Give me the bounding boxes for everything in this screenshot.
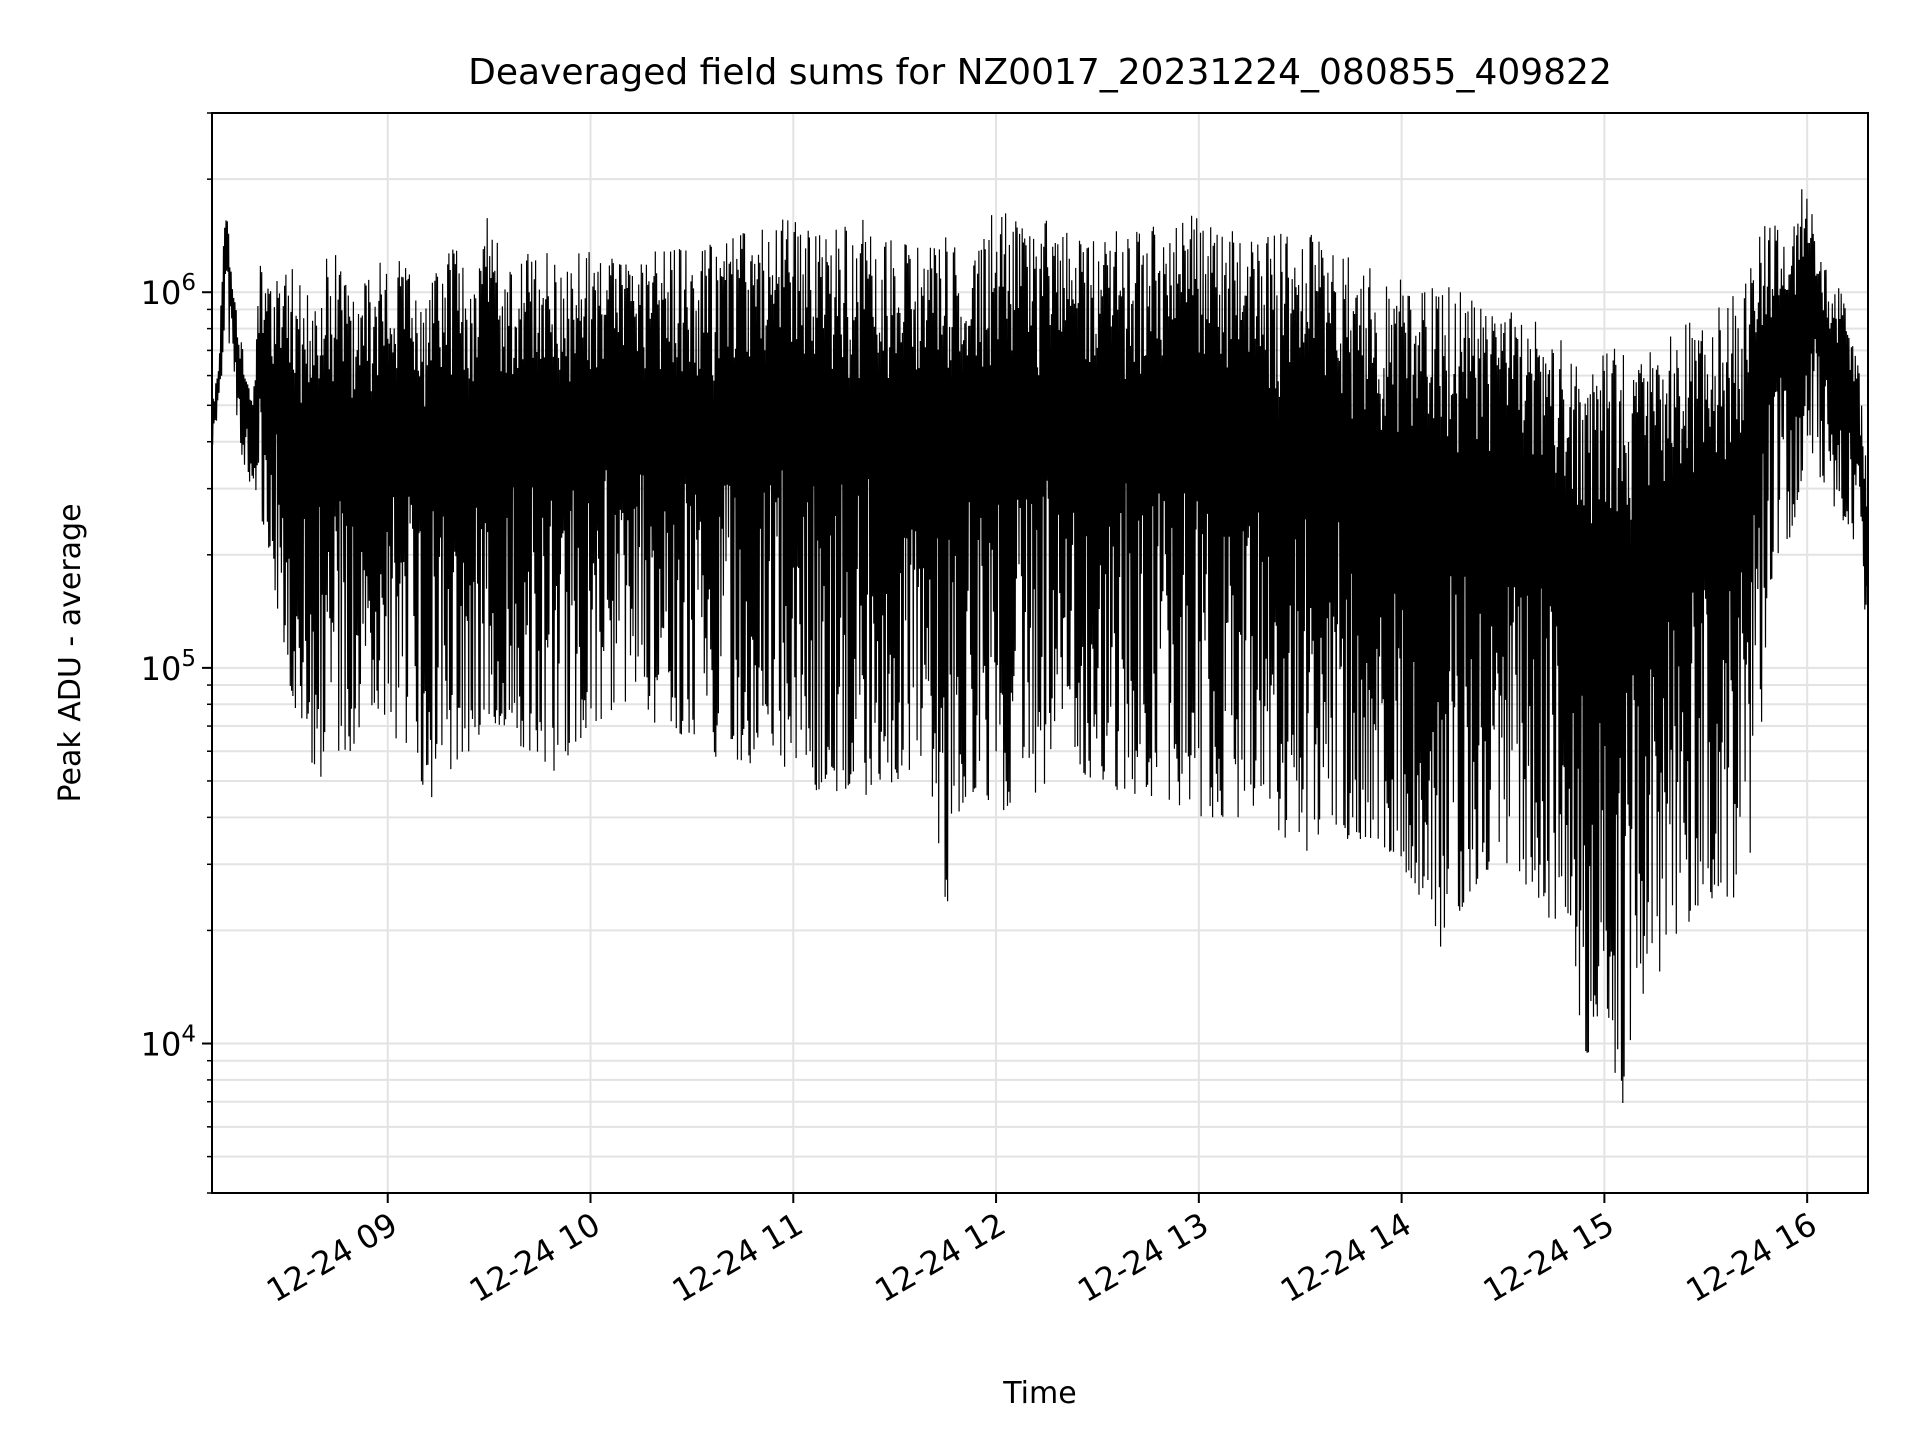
data-series — [211, 189, 1869, 1104]
y-axis-label: Peak ADU - average — [53, 503, 88, 802]
y-tick-label: 104 — [141, 1022, 196, 1064]
x-tick-label: 12-24 12 — [868, 1205, 1012, 1310]
x-tick-label: 12-24 14 — [1274, 1205, 1418, 1310]
chart-title: Deaveraged field sums for NZ0017_2023122… — [468, 52, 1612, 93]
x-tick-label: 12-24 09 — [260, 1205, 404, 1310]
x-tick-label: 12-24 13 — [1071, 1205, 1215, 1310]
y-tick-label: 106 — [141, 270, 196, 312]
x-tick-label: 12-24 15 — [1477, 1205, 1621, 1310]
x-axis-label: Time — [1002, 1376, 1076, 1411]
x-tick-label: 12-24 11 — [666, 1205, 810, 1310]
y-tick-label: 105 — [141, 646, 196, 688]
x-tick-label: 12-24 16 — [1680, 1205, 1824, 1310]
plot-frame — [211, 112, 1869, 1194]
data-line — [211, 189, 1869, 1104]
x-tick-label: 12-24 10 — [463, 1205, 607, 1310]
